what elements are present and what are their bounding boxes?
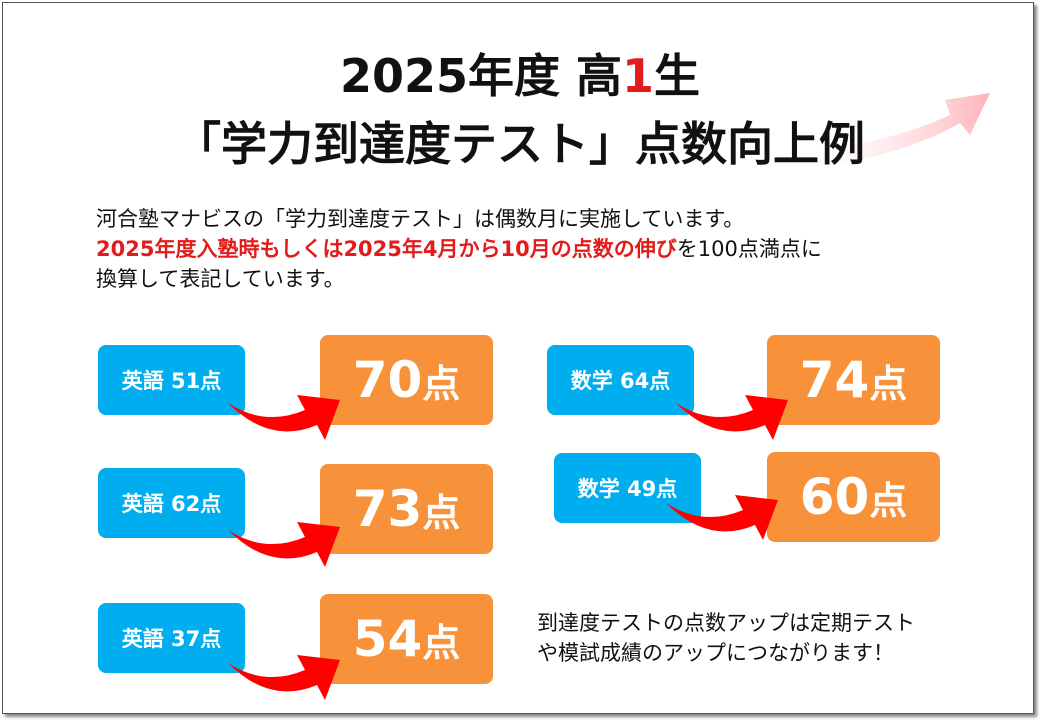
score-after: 73 点 xyxy=(320,464,493,554)
closing-line: や模試成績のアップにつながります！ xyxy=(537,641,894,665)
red-curved-arrow-icon xyxy=(228,655,340,700)
score-unit: 点 xyxy=(422,620,461,665)
score-after: 54 点 xyxy=(320,594,493,684)
score-after: 70 点 xyxy=(320,335,493,425)
intro-line: 2025年度入塾時もしくは2025年4月から10月の点数の伸びを100点満点に xyxy=(96,234,822,264)
score-after: 60 点 xyxy=(767,452,940,542)
score-unit: 点 xyxy=(869,361,908,406)
score-value: 70 xyxy=(352,351,423,409)
score-before: 英語 62点 xyxy=(98,468,245,538)
title-text: 2025年度 高 xyxy=(339,49,623,103)
red-curved-arrow-icon xyxy=(228,395,340,440)
page-title-line1: 2025年度 高1生 xyxy=(0,40,1040,106)
intro-line: 河合塾マナビスの「学力到達度テスト」は偶数月に実施しています。 xyxy=(96,207,745,231)
closing-line: 到達度テストの点数アップは定期テスト xyxy=(537,611,915,635)
score-after: 74 点 xyxy=(767,335,940,425)
score-value: 54 xyxy=(352,610,423,668)
score-before: 数学 64点 xyxy=(547,345,694,415)
intro-highlight: 2025年度入塾時もしくは2025年4月から10月の点数の伸び xyxy=(96,237,677,261)
score-before: 英語 51点 xyxy=(98,345,245,415)
closing-text: 到達度テストの点数アップは定期テスト や模試成績のアップにつながります！ xyxy=(537,608,915,668)
score-before: 英語 37点 xyxy=(98,603,245,673)
score-value: 73 xyxy=(352,480,423,538)
score-unit: 点 xyxy=(869,478,908,523)
intro-line: 換算して表記しています。 xyxy=(96,267,345,291)
decorative-up-arrow-icon xyxy=(780,93,990,170)
red-curved-arrow-icon xyxy=(676,395,788,440)
title-text: 生 xyxy=(654,49,701,103)
red-curved-arrow-icon xyxy=(666,495,778,540)
score-unit: 点 xyxy=(422,490,461,535)
page-title-line2: 「学力到達度テスト」点数向上例 xyxy=(175,117,865,171)
score-unit: 点 xyxy=(422,361,461,406)
score-value: 74 xyxy=(799,351,870,409)
title-grade: 1 xyxy=(622,49,655,103)
red-curved-arrow-icon xyxy=(228,522,340,567)
intro-text-rest: を100点満点に xyxy=(676,237,822,261)
score-value: 60 xyxy=(799,468,870,526)
intro-text: 河合塾マナビスの「学力到達度テスト」は偶数月に実施しています。 2025年度入塾… xyxy=(96,204,822,294)
